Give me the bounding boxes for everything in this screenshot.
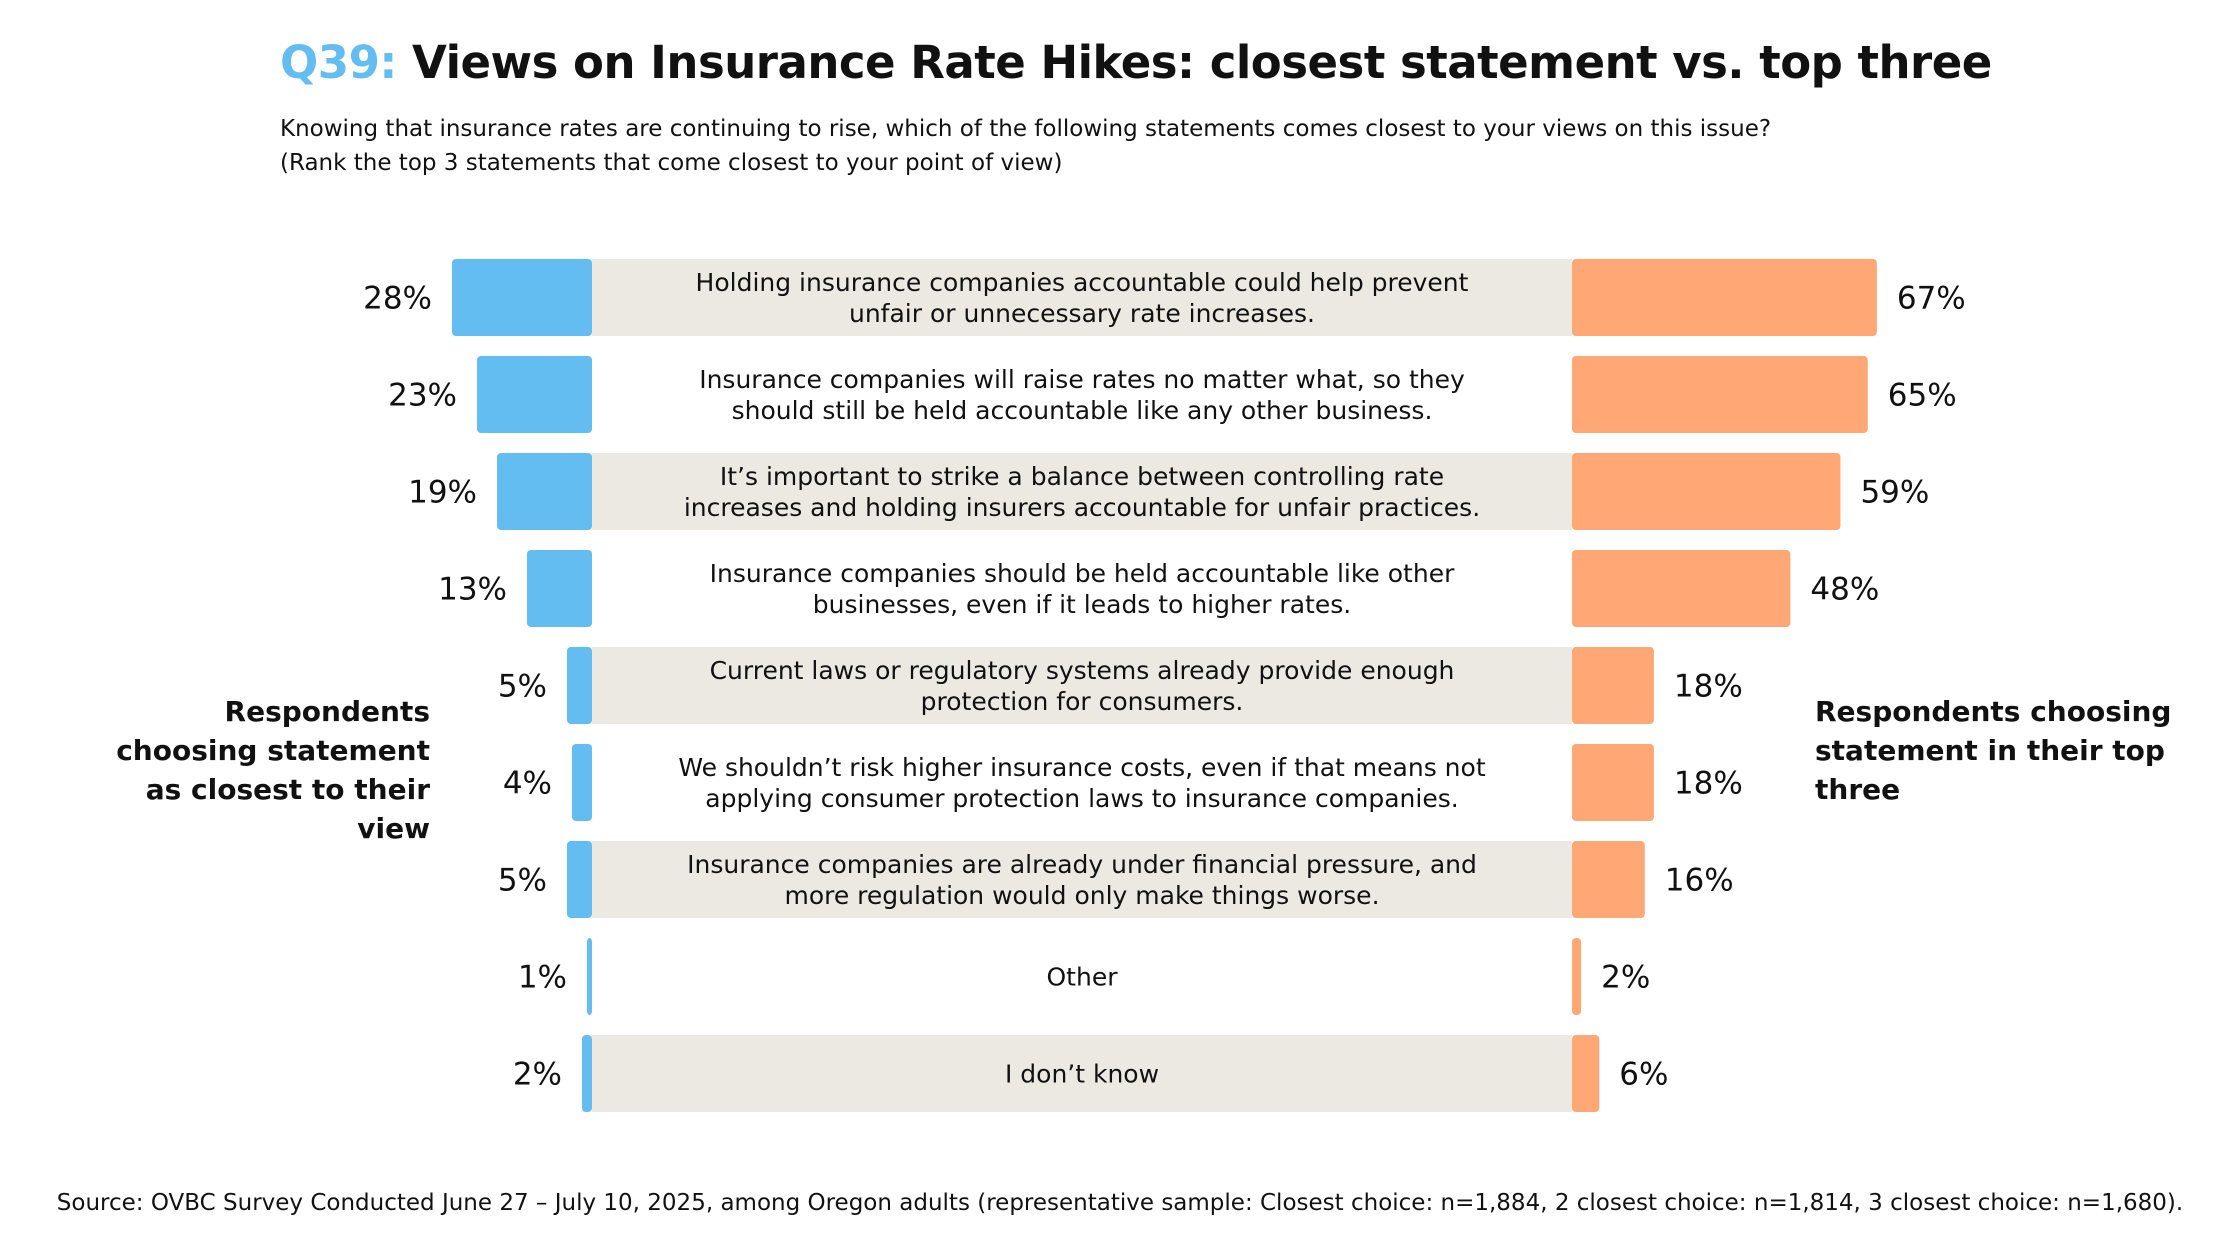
statement-label: Current laws or regulatory systems alrea…: [710, 656, 1455, 685]
closest-value-label: 23%: [388, 378, 457, 414]
top-three-value-label: 65%: [1888, 378, 1957, 414]
closest-value-label: 1%: [518, 960, 567, 996]
statement-label: businesses, even if it leads to higher r…: [813, 590, 1351, 619]
statement-label: I don’t know: [1005, 1060, 1159, 1089]
top-three-bar: [1572, 841, 1645, 918]
right-series-label: Respondents choosing statement in their …: [1815, 695, 2172, 806]
top-three-bar: [1572, 647, 1654, 724]
chart-subtitle: Knowing that insurance rates are continu…: [280, 112, 1980, 180]
statement-label: protection for consumers.: [921, 687, 1244, 716]
statement-label: Insurance companies are already under fi…: [687, 850, 1477, 879]
closest-value-label: 19%: [408, 475, 477, 511]
top-three-bar: [1572, 550, 1791, 627]
statement-label: applying consumer protection laws to ins…: [705, 784, 1458, 813]
statement-label: should still be held accountable like an…: [732, 396, 1433, 425]
statement-band: [592, 453, 1572, 530]
closest-bar: [567, 647, 592, 724]
top-three-value-label: 59%: [1860, 475, 1929, 511]
top-three-bar: [1572, 744, 1654, 821]
statement-label: Other: [1047, 963, 1119, 992]
top-three-value-label: 18%: [1674, 669, 1743, 705]
top-three-bar: [1572, 356, 1868, 433]
subtitle-line-2: (Rank the top 3 statements that come clo…: [280, 150, 1063, 176]
statement-label: Insurance companies will raise rates no …: [699, 365, 1465, 394]
top-three-bar: [1572, 259, 1877, 336]
statement-label: more regulation would only make things w…: [784, 881, 1379, 910]
top-three-value-label: 67%: [1897, 281, 1966, 317]
closest-bar: [582, 1035, 592, 1112]
left-series-label: Respondents choosing statement as closes…: [116, 695, 430, 845]
closest-bar: [567, 841, 592, 918]
top-three-bar: [1572, 1035, 1600, 1112]
closest-bar: [452, 259, 592, 336]
subtitle-line-1: Knowing that insurance rates are continu…: [280, 116, 1772, 142]
top-three-value-label: 6%: [1619, 1057, 1668, 1093]
closest-value-label: 4%: [503, 766, 552, 802]
statement-label: We shouldn’t risk higher insurance costs…: [678, 753, 1485, 782]
chart-title: Q39: Views on Insurance Rate Hikes: clos…: [280, 36, 1992, 89]
source-note: Source: OVBC Survey Conducted June 27 – …: [56, 1190, 2184, 1216]
top-three-bar: [1572, 453, 1841, 530]
question-number: Q39:: [280, 36, 397, 89]
closest-bar: [527, 550, 592, 627]
statement-label: unfair or unnecessary rate increases.: [849, 299, 1315, 328]
butterfly-bar-chart: 28% 67% Holding insurance companies accoun…: [363, 259, 1966, 1112]
statement-label: Holding insurance companies accountable …: [696, 268, 1469, 297]
statement-band: [592, 647, 1572, 724]
statement-band: [592, 1035, 1572, 1112]
top-three-value-label: 2%: [1601, 960, 1650, 996]
closest-bar: [587, 938, 592, 1015]
closest-value-label: 5%: [498, 863, 547, 899]
closest-value-label: 2%: [513, 1057, 562, 1093]
closest-value-label: 28%: [363, 281, 432, 317]
statement-label: increases and holding insurers accountab…: [684, 493, 1480, 522]
closest-value-label: 5%: [498, 669, 547, 705]
top-three-value-label: 48%: [1810, 572, 1879, 608]
closest-bar: [477, 356, 592, 433]
statement-band: [592, 259, 1572, 336]
top-three-value-label: 18%: [1674, 766, 1743, 802]
closest-bar: [572, 744, 592, 821]
statement-label: Insurance companies should be held accou…: [710, 559, 1455, 588]
closest-value-label: 13%: [438, 572, 507, 608]
statement-label: It’s important to strike a balance betwe…: [720, 462, 1444, 491]
closest-bar: [497, 453, 592, 530]
statement-band: [592, 841, 1572, 918]
top-three-bar: [1572, 938, 1582, 1015]
top-three-value-label: 16%: [1665, 863, 1734, 899]
title-text: Views on Insurance Rate Hikes: closest s…: [412, 36, 1992, 89]
